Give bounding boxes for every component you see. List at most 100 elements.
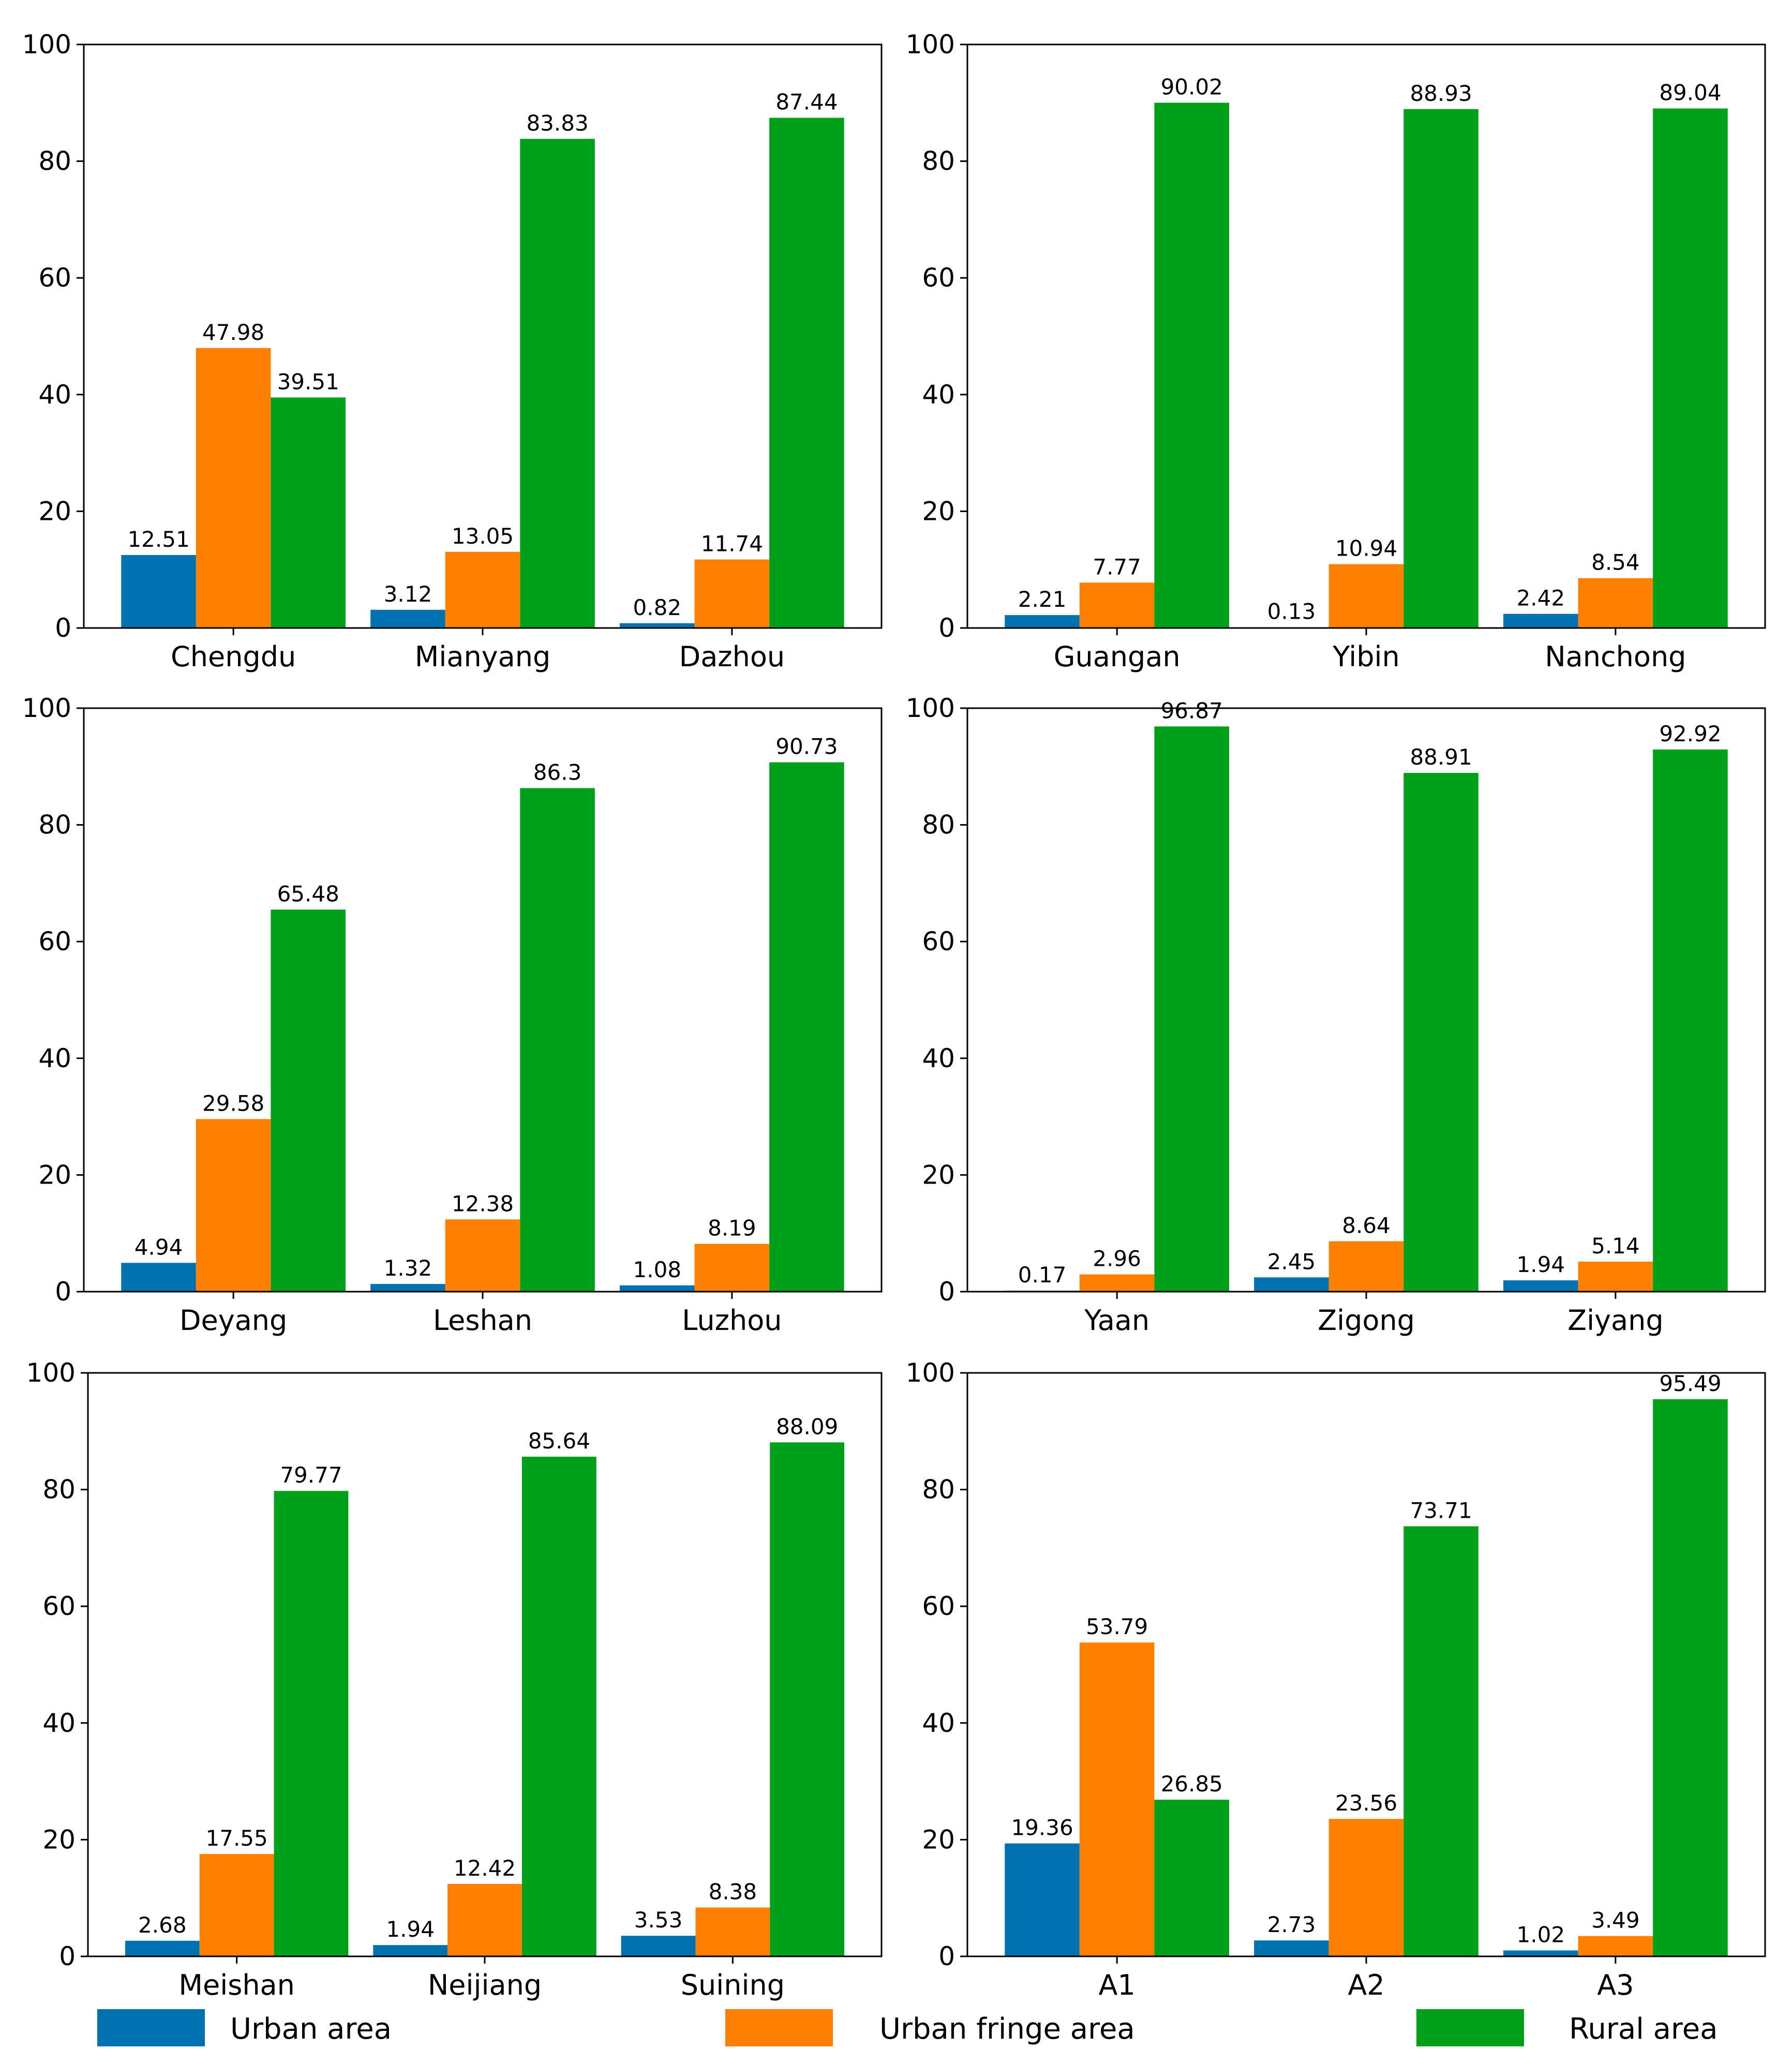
bar-rural xyxy=(1154,102,1229,628)
y-tick-label: 60 xyxy=(922,263,955,293)
bar-fringe xyxy=(1578,1262,1653,1292)
y-tick-label: 60 xyxy=(42,1591,76,1621)
y-tick-label: 20 xyxy=(922,1160,955,1190)
y-tick-label: 80 xyxy=(38,146,71,176)
data-label: 65.48 xyxy=(277,881,339,906)
plot-frame xyxy=(87,1372,883,1957)
data-label: 17.55 xyxy=(206,1825,268,1851)
x-tick-label: A3 xyxy=(1597,1969,1634,2001)
data-label: 13.05 xyxy=(452,523,514,549)
bar-fringe xyxy=(1328,564,1404,628)
y-tick-label: 100 xyxy=(906,1358,955,1388)
bar-fringe xyxy=(1578,578,1653,628)
y-tick-label: 40 xyxy=(922,1708,955,1738)
data-label: 11.74 xyxy=(701,531,763,557)
bar-fringe xyxy=(694,1244,770,1292)
data-label: 3.49 xyxy=(1591,1908,1640,1933)
x-tick-label: A1 xyxy=(1098,1969,1135,2001)
data-label: 0.13 xyxy=(1267,599,1316,624)
legend: Urban area Urban fringe area Rural area xyxy=(0,2007,1792,2048)
data-label: 8.38 xyxy=(709,1879,757,1904)
y-tick-label: 60 xyxy=(922,926,955,956)
data-label: 3.12 xyxy=(384,581,432,607)
data-label: 89.04 xyxy=(1659,80,1721,106)
bar-fringe xyxy=(196,1119,271,1292)
x-tick-label: Suining xyxy=(681,1969,785,2001)
y-tick-label: 60 xyxy=(922,1591,955,1621)
data-label: 12.42 xyxy=(454,1855,516,1881)
y-tick-label: 100 xyxy=(22,693,71,723)
data-label: 0.82 xyxy=(633,595,682,620)
bar-rural xyxy=(1154,726,1229,1292)
bar-fringe xyxy=(694,559,770,628)
x-tick-label: Yaan xyxy=(1084,1304,1149,1337)
legend-label-urban-fringe: Urban fringe area xyxy=(879,2012,1135,2046)
bar-rural xyxy=(1653,749,1728,1292)
data-label: 8.54 xyxy=(1591,550,1640,575)
bar-rural xyxy=(1403,773,1479,1292)
bar-rural xyxy=(271,909,346,1292)
bar-urban xyxy=(1503,613,1578,628)
data-label: 1.02 xyxy=(1517,1922,1565,1947)
data-label: 92.92 xyxy=(1659,721,1721,746)
bar-urban xyxy=(370,1284,445,1292)
bar-urban xyxy=(125,1940,200,1956)
chart-panel-5: 0 20 40 60 80 100 Meishan 2.68 17.55 79.77 Neijian… xyxy=(26,1358,883,2001)
chart-panel-3: 020406080100Deyang4.9429.5865.48Leshan1.… xyxy=(22,693,883,1337)
y-tick-label: 40 xyxy=(38,1043,71,1073)
y-tick-label: 20 xyxy=(42,1824,76,1854)
bar-urban xyxy=(121,1263,196,1292)
x-tick-label: Chengdu xyxy=(171,640,296,673)
bar-rural xyxy=(520,788,595,1292)
data-label: 79.77 xyxy=(280,1462,342,1488)
data-label: 88.09 xyxy=(776,1414,838,1439)
bar-fringe xyxy=(1578,1936,1653,1956)
legend-label-rural: Rural area xyxy=(1569,2012,1718,2046)
data-label: 90.02 xyxy=(1161,74,1223,100)
data-label: 2.21 xyxy=(1018,587,1067,612)
bar-rural xyxy=(1403,1526,1479,1956)
data-label: 8.64 xyxy=(1342,1213,1391,1238)
bar-rural xyxy=(1653,108,1728,629)
bar-rural xyxy=(770,1442,845,1956)
bar-rural xyxy=(520,139,595,629)
y-tick-label: 80 xyxy=(922,1475,955,1505)
data-label: 7.77 xyxy=(1093,554,1141,579)
bar-fringe xyxy=(199,1854,274,1956)
bar-urban xyxy=(1503,1280,1578,1292)
data-label: 5.14 xyxy=(1591,1233,1640,1259)
bar-fringe xyxy=(447,1883,522,1956)
bar-fringe xyxy=(445,1219,520,1292)
y-tick-label: 80 xyxy=(922,146,955,176)
data-label: 1.94 xyxy=(386,1917,435,1942)
y-tick-label: 40 xyxy=(42,1708,76,1738)
y-tick-label: 20 xyxy=(38,496,71,526)
chart-panel-1: 0 20 40 60 80 100 Chengdu 12.51 47.98 39.51 Mianya… xyxy=(22,29,883,673)
x-tick-label: Zigong xyxy=(1318,1304,1415,1337)
data-label: 1.32 xyxy=(384,1255,432,1281)
bar-rural xyxy=(271,397,346,628)
data-label: 88.91 xyxy=(1410,744,1472,770)
y-tick-label: 20 xyxy=(922,496,955,526)
y-tick-label: 0 xyxy=(938,1941,955,1971)
data-label: 96.87 xyxy=(1161,698,1223,723)
x-tick-label: Deyang xyxy=(180,1304,287,1337)
data-label: 10.94 xyxy=(1335,536,1397,561)
data-label: 90.73 xyxy=(775,734,838,759)
chart-panel-6: 0 20 40 60 80 100 A1 19.36 53.79 26.85 A2 2.73 23.56… xyxy=(906,1358,1766,2001)
bar-urban xyxy=(621,1936,696,1956)
data-label: 53.79 xyxy=(1086,1614,1148,1639)
data-label: 0.17 xyxy=(1018,1262,1067,1288)
x-tick-label: Luzhou xyxy=(682,1304,782,1337)
chart-panel-4: 0 20 40 60 80 100 Yaan 0.17 2.96 96.87 Zigong 2.45 8… xyxy=(906,693,1766,1337)
y-tick-label: 0 xyxy=(59,1941,76,1971)
data-label: 8.19 xyxy=(708,1216,756,1241)
y-tick-label: 60 xyxy=(38,263,71,293)
bar-urban xyxy=(1005,615,1080,628)
bar-urban xyxy=(1254,1277,1329,1292)
y-tick-label: 80 xyxy=(42,1475,76,1505)
bar-rural xyxy=(769,117,844,628)
bar-fringe xyxy=(1079,1642,1155,1956)
bar-rural xyxy=(1653,1399,1728,1956)
y-tick-label: 0 xyxy=(938,613,955,643)
